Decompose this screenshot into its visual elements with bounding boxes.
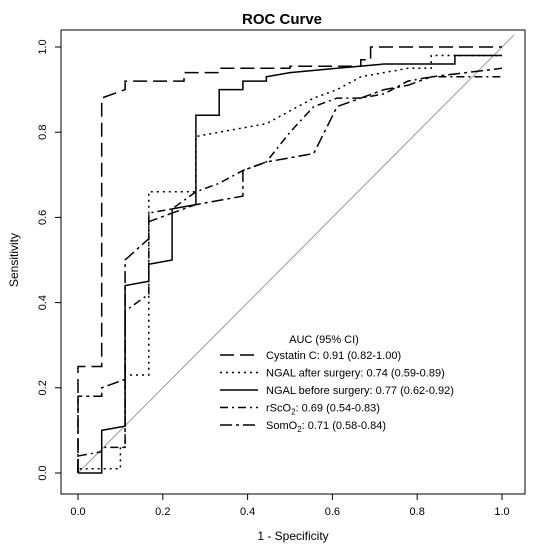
x-axis-label: 1 - Specificity bbox=[257, 529, 328, 543]
chart-title: ROC Curve bbox=[242, 11, 322, 28]
legend-label-rest: : 0.71 (0.58-0.84) bbox=[302, 420, 386, 432]
y-tick-label: 0.4 bbox=[37, 295, 49, 310]
x-tick-label: 0.6 bbox=[325, 506, 340, 518]
legend-entry-label: Cystatin C: 0.91 (0.82-1.00) bbox=[266, 350, 401, 362]
series-line-somo2 bbox=[77, 67, 503, 473]
diagonal-reference-line bbox=[77, 34, 515, 474]
legend-entry-label: SomO2: 0.71 (0.58-0.84) bbox=[266, 420, 386, 434]
y-axis-label: Sensitivity bbox=[7, 233, 21, 287]
series-line-ngal-before-surgery bbox=[78, 54, 502, 474]
x-tick-label: 0.4 bbox=[240, 506, 255, 518]
x-tick-label: 0.0 bbox=[70, 506, 85, 518]
legend-label-subscript: 2 bbox=[297, 425, 302, 434]
x-axis-ticks: 0.0 0.2 0.4 0.6 0.8 1.0 bbox=[70, 493, 510, 518]
legend-title: AUC (95% CI) bbox=[289, 334, 359, 346]
legend-label-main: rScO bbox=[266, 403, 292, 415]
x-tick-label: 0.8 bbox=[410, 506, 425, 518]
y-tick-label: 0.8 bbox=[37, 125, 49, 140]
x-tick-label: 0.2 bbox=[155, 506, 170, 518]
legend-entries: Cystatin C: 0.91 (0.82-1.00) NGAL after s… bbox=[220, 350, 454, 434]
legend: AUC (95% CI) Cystatin C: 0.91 (0.82-1.00… bbox=[220, 334, 454, 434]
legend-entry-label: NGAL after surgery: 0.74 (0.59-0.89) bbox=[266, 368, 445, 380]
x-tick-label: 1.0 bbox=[494, 506, 509, 518]
legend-label-subscript: 2 bbox=[291, 408, 296, 417]
legend-label-rest: : 0.69 (0.54-0.83) bbox=[296, 403, 380, 415]
legend-label-main: SomO bbox=[266, 420, 298, 432]
y-tick-label: 0.2 bbox=[37, 380, 49, 395]
y-tick-label: 0.0 bbox=[37, 465, 49, 480]
y-axis-ticks: 0.0 0.2 0.4 0.6 0.8 1.0 bbox=[37, 39, 61, 481]
legend-entry-label: rScO2: 0.69 (0.54-0.83) bbox=[266, 403, 380, 417]
legend-entry-label: NGAL before surgery: 0.77 (0.62-0.92) bbox=[266, 385, 454, 397]
series-line-rsco2 bbox=[77, 76, 502, 473]
series-line-cystatin-c bbox=[77, 46, 502, 473]
series-layer bbox=[77, 46, 503, 474]
y-tick-label: 1.0 bbox=[37, 39, 49, 54]
y-tick-label: 0.6 bbox=[37, 210, 49, 225]
